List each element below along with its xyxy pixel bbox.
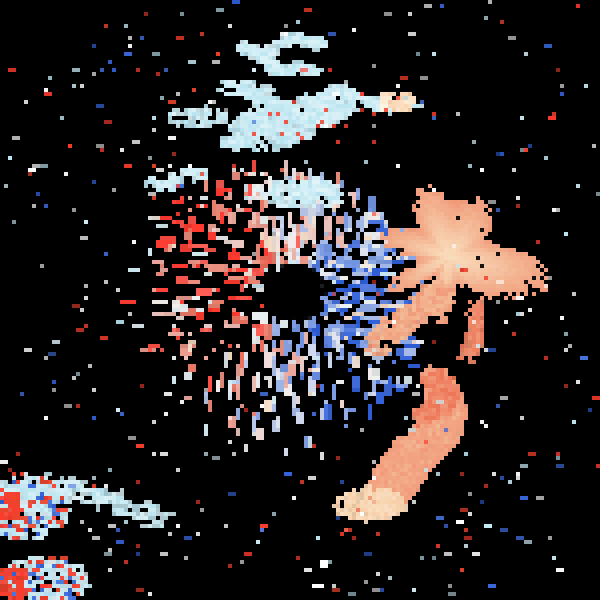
velocity-field-heatmap <box>0 0 600 600</box>
visualization-root: Radial Velocity Field Map diverging-red-… <box>0 0 600 600</box>
